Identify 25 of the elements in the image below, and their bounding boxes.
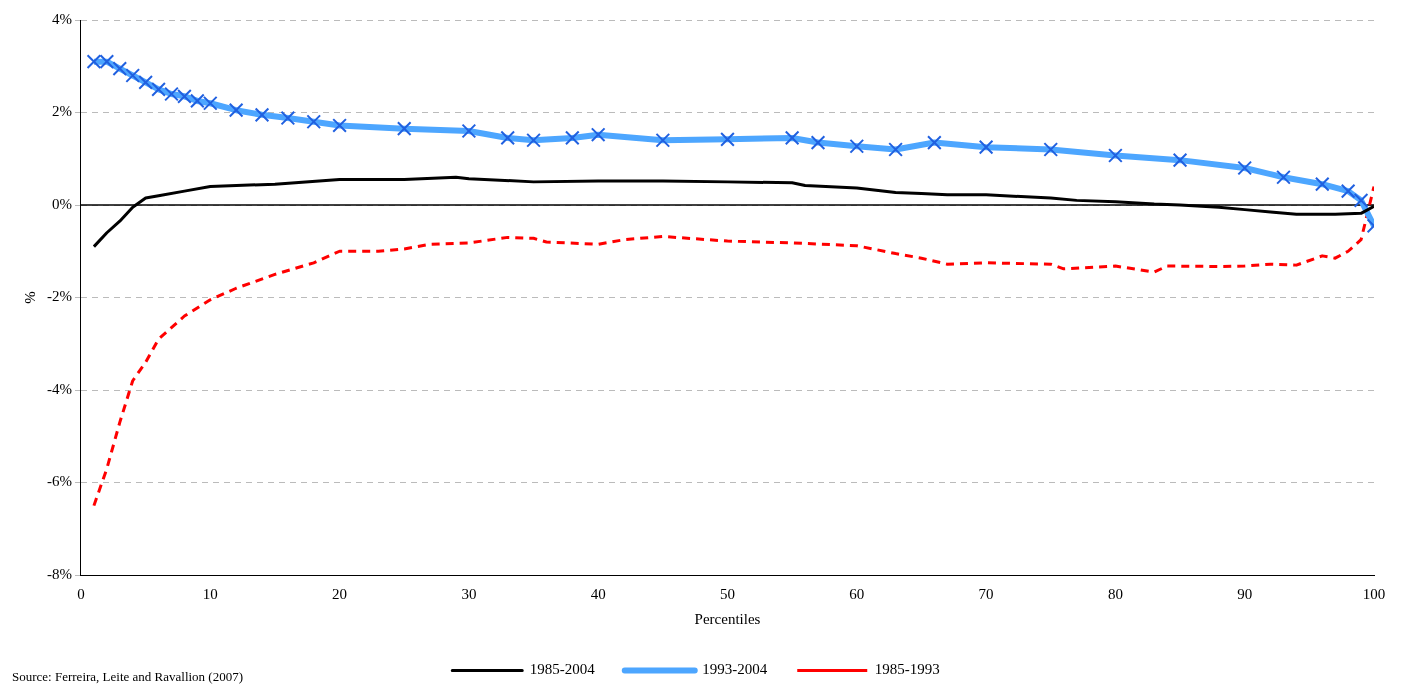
x-tick-label: 0 [77,585,85,602]
x-tick-label: 90 [1237,585,1253,602]
source-note: Source: Ferreira, Leite and Ravallion (2007) [12,668,244,684]
y-axis-title: % [21,291,38,304]
y-tick-label: -8% [46,565,72,582]
legend-label: 1985-1993 [874,661,940,678]
x-tick-label: 10 [202,585,218,602]
x-tick-label: 60 [849,585,865,602]
x-tick-label: 50 [720,585,735,602]
x-tick-label: 30 [461,585,477,602]
legend-label: 1993-2004 [702,661,768,678]
x-tick-label: 20 [332,585,348,602]
x-tick-label: 80 [1107,585,1123,602]
x-axis-title: Percentiles [694,610,761,627]
y-tick-label: 4% [51,10,72,27]
y-tick-label: -2% [46,288,72,305]
y-tick-label: 0% [51,195,72,212]
y-tick-label: 2% [51,103,72,120]
y-tick-label: -4% [46,380,72,397]
x-tick-label: 70 [978,585,994,602]
legend-label: 1985-2004 [529,661,596,678]
x-tick-label: 40 [590,585,606,602]
x-tick-label: 100 [1362,585,1386,602]
y-tick-label: -6% [46,473,72,490]
line-series [92,185,1374,508]
